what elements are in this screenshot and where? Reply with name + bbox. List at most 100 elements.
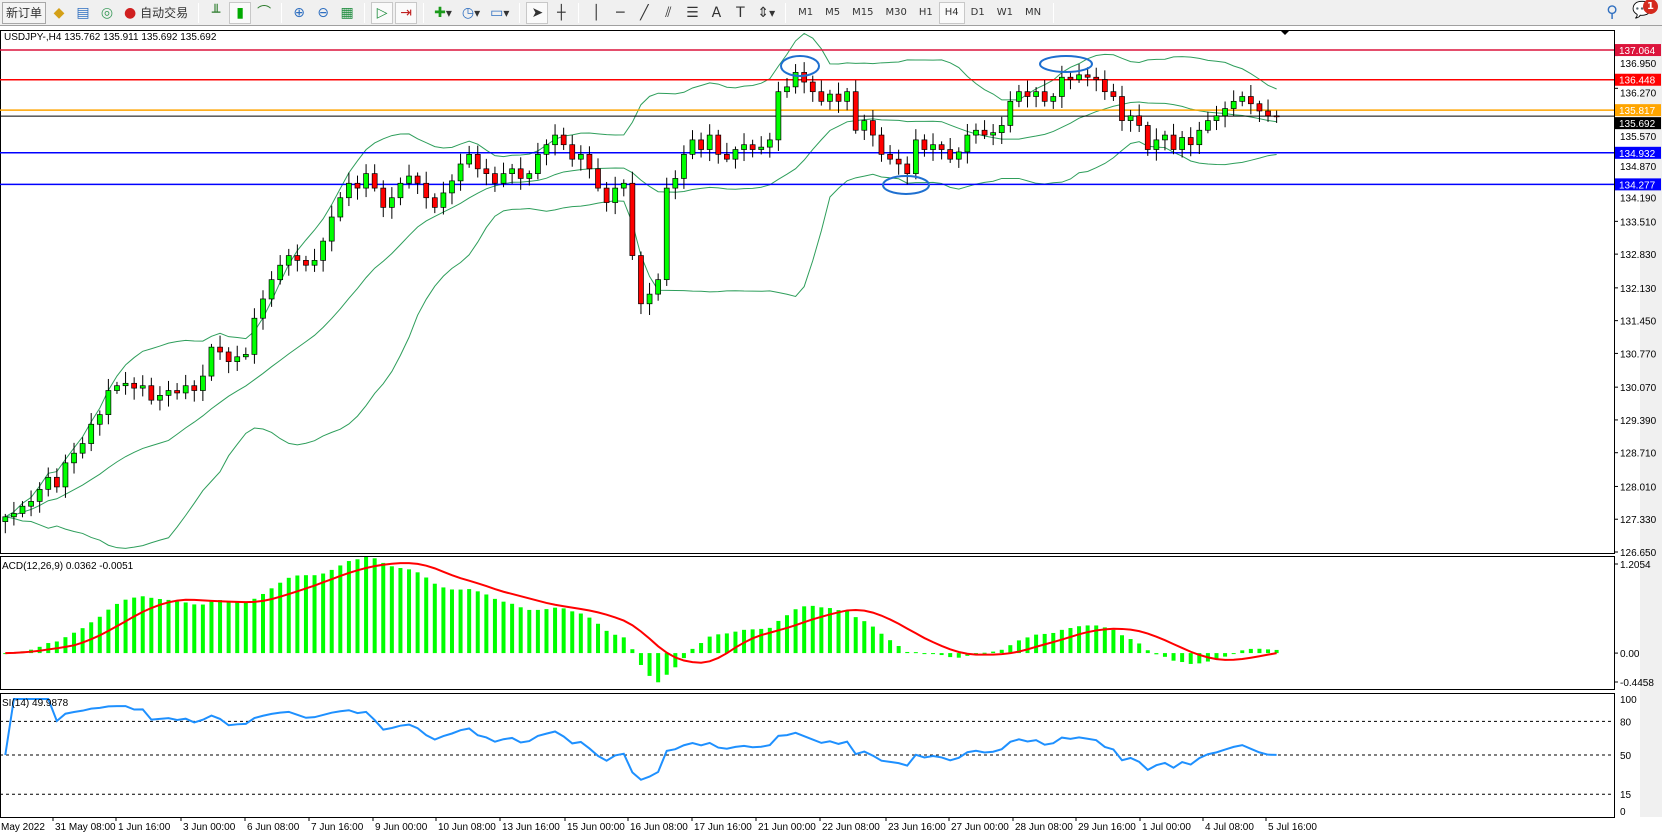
macd-bar [939,653,944,656]
crosshair-button[interactable]: ┼ [550,2,572,24]
macd-bar [226,600,231,654]
macd-bar [1059,629,1064,654]
vertical-line-button[interactable]: │ [585,2,607,24]
macd-bar [1102,627,1107,654]
chart-shift-button[interactable]: ⇥ [395,1,418,24]
candle-body [492,173,498,184]
time-label: 6 Jun 08:00 [247,822,300,833]
terminal-icon: ▤ [76,4,90,21]
new-order-button[interactable]: 新订单 [2,1,47,24]
macd-bar [544,609,549,654]
macd-bar [784,615,789,654]
tile-windows-button[interactable]: ▦ [336,2,358,24]
timeframe-d1[interactable]: D1 [970,7,985,18]
price-tick-label: 126.650 [1620,548,1657,559]
timeframe-m1[interactable]: M1 [798,7,814,18]
indicators-button[interactable]: ✚ ▾ [434,4,452,21]
macd-bar [724,633,729,654]
timeframe-m15[interactable]: M15 [852,7,874,18]
notifications-button[interactable]: 💬 1 [1632,0,1658,22]
macd-bar [759,628,764,654]
text-button[interactable]: A [705,2,727,24]
candle-body [45,476,52,490]
macd-bar [501,601,506,654]
candle-body [328,216,335,242]
macd-bar [175,601,180,654]
zoom-out-button[interactable]: ⊖ [312,2,334,24]
candle-body [827,93,833,102]
candle [1196,121,1203,154]
candle-body [277,264,284,281]
timeframe-w1[interactable]: W1 [996,7,1013,18]
auto-scroll-button[interactable]: ▷ [371,1,394,24]
macd-label: ACD(12,26,9) 0.0362 -0.0051 [2,561,134,572]
time-label: 23 Jun 16:00 [888,822,946,833]
bollinger-upper [5,32,1277,518]
candle-body [887,154,893,160]
timeframe-h1[interactable]: H1 [918,7,933,18]
macd-bar [441,587,446,654]
candle [200,364,206,402]
candle [483,158,490,186]
market-watch-button[interactable]: ◆ [48,2,70,24]
timeframe-mn[interactable]: MN [1024,7,1042,18]
annotation-ellipse [882,175,930,195]
candle [1033,87,1039,108]
periods-button[interactable]: ◷ ▾ [461,4,481,21]
price-tick-label: 136.270 [1620,89,1657,100]
candle [311,248,318,272]
candle [474,145,481,178]
macd-bar [132,597,137,654]
macd-bar [1068,628,1073,654]
zoom-in-button[interactable]: ⊕ [288,2,310,24]
macd-bar [89,622,94,654]
fibonacci-button[interactable]: ☰ [681,2,703,24]
timeframe-h4[interactable]: H4 [938,1,965,24]
candlestick-button[interactable]: ▮ [229,1,252,24]
candle-body [182,385,189,394]
candle [1230,90,1237,117]
candle-body [200,375,206,391]
macd-bar [389,566,394,654]
candle [715,129,722,164]
time-label: 10 Jun 08:00 [438,822,496,833]
macd-bar [80,628,85,654]
candle-body [895,158,902,165]
candle-body [870,120,876,136]
timeframe-m5[interactable]: M5 [825,7,841,18]
candle [535,142,541,180]
cursor-button[interactable]: ➤ [526,1,549,24]
chart-window[interactable]: 137.064 136.950 136.448 136.270 135.817 135.6… [0,26,1662,838]
arrows-button[interactable]: ⇕ ▾ [757,4,776,21]
candle-body [1093,76,1100,80]
candle-body [1222,108,1228,117]
new-order-label: 新订单 [6,6,43,20]
equidistant-channel-button[interactable]: ⫽ [657,2,679,24]
macd-bar [458,589,463,654]
candle [912,129,919,180]
trendline-button[interactable]: ╱ [633,2,655,24]
horizontal-line-button[interactable]: ─ [609,2,631,24]
bar-chart-button[interactable]: ╨ [205,2,227,24]
candle [406,164,412,189]
auto-trading-button[interactable]: ● 自动交易 [120,2,192,24]
candle-body [294,255,301,261]
macd-bar [664,653,669,675]
candle [389,187,395,219]
navigator-button[interactable]: ◎ [96,2,118,24]
time-label: 15 Jun 00:00 [567,822,625,833]
candle-body [1144,125,1151,150]
candle [492,166,498,192]
line-chart-button[interactable]: ⌒ [253,2,275,24]
macd-bar [235,601,240,654]
macd-bar [1231,653,1236,655]
text-label-button[interactable]: T [729,2,751,24]
macd-bar [656,653,661,683]
search-icon[interactable]: ⚲ [1606,2,1618,21]
clock-icon: ◷ [461,4,475,21]
time-axis-area [0,817,1662,838]
data-window-button[interactable]: ▤ [72,2,94,24]
candle [1213,105,1220,131]
templates-button[interactable]: ▭ ▾ [490,4,510,21]
timeframe-m30[interactable]: M30 [885,7,907,18]
